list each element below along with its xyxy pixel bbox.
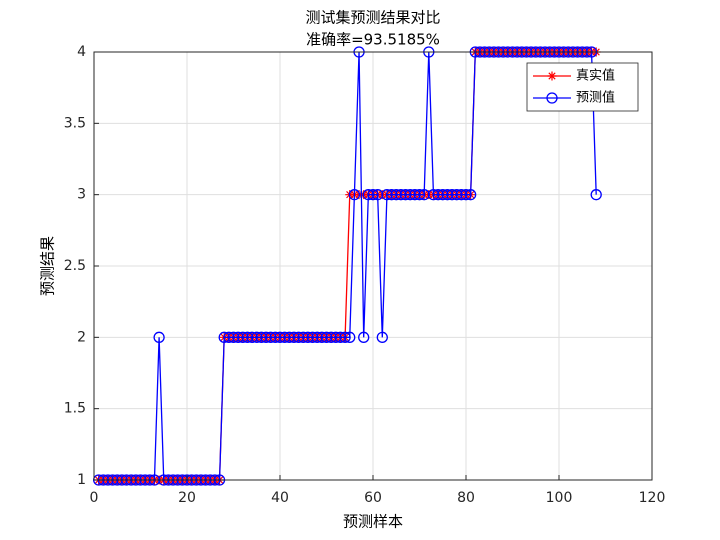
circle-marker [460,189,472,201]
circle-marker [381,189,393,201]
y-tick-label: 3.5 [64,115,86,131]
circle-marker [288,331,300,343]
legend-box [526,62,639,112]
circle-marker [413,189,426,201]
circle-marker [437,189,449,201]
circle-marker [306,331,319,343]
circle-marker [358,331,370,343]
y-tick-label: 3 [77,187,86,203]
circle-marker [241,331,254,343]
circle-marker [325,331,337,343]
circle-marker [330,331,342,343]
x-tick-label: 100 [546,490,573,506]
circle-marker [395,189,407,201]
circle-marker [432,189,444,201]
circle-marker [399,189,412,201]
circle-marker [409,189,421,201]
circle-marker [464,189,477,201]
circle-marker [237,331,249,343]
circle-marker [292,331,305,343]
y-tick-label: 1 [77,472,86,488]
circle-marker [223,331,235,343]
circle-marker [283,331,295,343]
circle-marker [232,331,244,343]
circle-marker [246,331,258,343]
circle-marker [251,331,263,343]
y-tick-label: 4 [77,44,86,60]
star-marker [547,71,557,81]
y-tick-label: 1.5 [64,401,86,417]
y-axis-label: 预测结果 [39,236,57,296]
circle-marker [590,189,602,201]
circle-marker [385,189,398,201]
x-tick-label: 20 [178,490,196,506]
circle-marker [446,189,458,201]
circle-marker [344,331,356,343]
circle-marker [376,331,388,343]
x-tick-label: 40 [271,490,289,506]
x-tick-label: 80 [457,490,475,506]
circle-marker [153,331,165,343]
x-tick-label: 120 [639,490,666,506]
x-tick-label: 60 [364,490,382,506]
circle-marker [390,189,402,201]
x-tick-label: 0 [90,490,99,506]
circle-marker [348,189,361,201]
circle-marker [546,92,558,104]
chart-subtitle: 准确率=93.5185% [306,31,440,49]
x-axis-label: 预测样本 [343,513,403,531]
circle-marker [218,331,230,343]
circle-marker [302,331,314,343]
circle-marker [427,189,440,201]
chart-title: 测试集预测结果对比 [305,9,440,27]
y-tick-label: 2 [77,329,86,345]
ticks: 0 20 40 60 80 100 120 1 1.5 2 2.5 3 3.5 4 [64,44,666,506]
circle-marker [320,331,333,343]
circle-marker [362,189,375,201]
circle-marker [334,331,347,343]
circle-marker [371,189,384,201]
circle-marker [367,189,379,201]
circle-marker [297,331,309,343]
circle-marker [255,331,268,343]
circle-marker [316,331,328,343]
circle-marker [227,331,240,343]
y-tick-label: 2.5 [64,258,86,274]
legend-label: 真实值 [576,68,615,84]
circle-marker [311,331,323,343]
circle-marker [274,331,286,343]
circle-marker [441,189,454,201]
circle-marker [451,189,463,201]
circle-marker [455,189,468,201]
circle-marker [418,189,430,201]
circle-marker [269,331,282,343]
circle-marker [260,331,272,343]
legend-label: 预测值 [576,90,615,106]
circle-marker [265,331,277,343]
circle-marker [339,331,351,343]
circle-marker [404,189,416,201]
circle-marker [278,331,291,343]
